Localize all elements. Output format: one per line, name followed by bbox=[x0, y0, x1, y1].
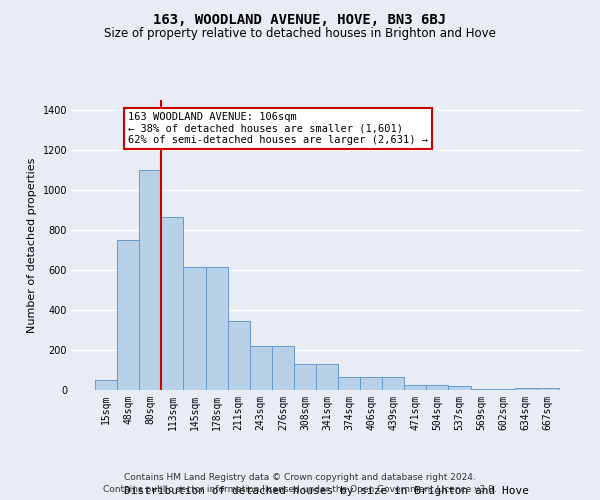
Bar bbox=[316, 364, 338, 390]
Bar bbox=[206, 267, 227, 390]
Bar bbox=[250, 346, 272, 390]
Bar bbox=[470, 389, 493, 390]
Bar bbox=[184, 267, 206, 390]
Bar bbox=[382, 377, 404, 390]
Text: 163, WOODLAND AVENUE, HOVE, BN3 6BJ: 163, WOODLAND AVENUE, HOVE, BN3 6BJ bbox=[154, 12, 446, 26]
X-axis label: Distribution of detached houses by size in Brighton and Hove: Distribution of detached houses by size … bbox=[125, 486, 530, 496]
Bar bbox=[95, 380, 117, 390]
Text: Contains HM Land Registry data © Crown copyright and database right 2024.
Contai: Contains HM Land Registry data © Crown c… bbox=[103, 472, 497, 494]
Y-axis label: Number of detached properties: Number of detached properties bbox=[27, 158, 37, 332]
Bar bbox=[537, 388, 559, 390]
Bar bbox=[515, 388, 537, 390]
Bar bbox=[360, 377, 382, 390]
Bar bbox=[161, 217, 184, 390]
Text: 163 WOODLAND AVENUE: 106sqm
← 38% of detached houses are smaller (1,601)
62% of : 163 WOODLAND AVENUE: 106sqm ← 38% of det… bbox=[128, 112, 428, 145]
Text: Size of property relative to detached houses in Brighton and Hove: Size of property relative to detached ho… bbox=[104, 28, 496, 40]
Bar bbox=[272, 346, 294, 390]
Bar bbox=[493, 389, 515, 390]
Bar bbox=[404, 385, 427, 390]
Bar bbox=[427, 385, 448, 390]
Bar bbox=[139, 170, 161, 390]
Bar bbox=[227, 321, 250, 390]
Bar bbox=[338, 377, 360, 390]
Bar bbox=[117, 240, 139, 390]
Bar bbox=[448, 386, 470, 390]
Bar bbox=[294, 364, 316, 390]
